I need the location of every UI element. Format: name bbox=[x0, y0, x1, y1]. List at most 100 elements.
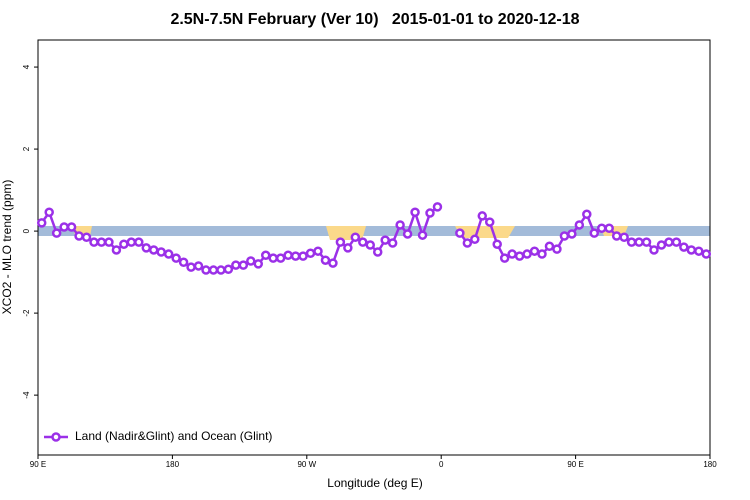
point bbox=[134, 237, 144, 247]
point bbox=[641, 237, 652, 247]
point bbox=[193, 261, 204, 271]
point bbox=[343, 243, 353, 253]
x-tick-label: 90 E bbox=[567, 460, 583, 469]
point bbox=[268, 253, 278, 263]
point bbox=[283, 250, 293, 261]
point bbox=[402, 229, 413, 239]
point bbox=[186, 262, 196, 272]
y-tick-label: 4 bbox=[22, 64, 31, 69]
point bbox=[387, 238, 398, 248]
point bbox=[470, 234, 480, 245]
point bbox=[596, 223, 607, 233]
point bbox=[529, 246, 540, 256]
x-axis-label: Longitude (deg E) bbox=[327, 476, 422, 490]
point bbox=[455, 228, 465, 238]
point bbox=[671, 237, 682, 247]
point bbox=[89, 237, 99, 247]
point bbox=[462, 238, 473, 248]
point bbox=[141, 243, 152, 253]
point bbox=[626, 237, 637, 247]
point bbox=[96, 237, 107, 247]
legend-label: Land (Nadir&Glint) and Ocean (Glint) bbox=[75, 429, 272, 443]
y-tick-label: -4 bbox=[22, 391, 31, 399]
point bbox=[686, 245, 697, 255]
y-tick-label: 2 bbox=[22, 146, 31, 151]
point bbox=[484, 217, 495, 227]
point bbox=[320, 255, 331, 265]
y-axis-label: XCO2 - MLO trend (ppm) bbox=[0, 180, 14, 315]
x-tick-label: 0 bbox=[439, 460, 444, 469]
point bbox=[544, 241, 555, 252]
point bbox=[178, 257, 189, 268]
point bbox=[253, 259, 264, 269]
point bbox=[350, 232, 361, 242]
point bbox=[417, 230, 428, 240]
point bbox=[410, 207, 420, 217]
point bbox=[66, 222, 77, 232]
point bbox=[156, 247, 166, 257]
point bbox=[492, 239, 502, 249]
point bbox=[395, 220, 405, 230]
plot-frame bbox=[37, 39, 711, 456]
point bbox=[522, 249, 532, 259]
point bbox=[552, 244, 562, 254]
point bbox=[611, 231, 622, 241]
point bbox=[649, 245, 659, 255]
point bbox=[664, 237, 674, 247]
y-tick-label: -2 bbox=[22, 309, 31, 317]
point bbox=[275, 253, 286, 263]
land-patches bbox=[72, 226, 628, 240]
x-tick-label: 90 E bbox=[30, 460, 46, 469]
point bbox=[201, 265, 211, 275]
point bbox=[537, 249, 547, 259]
point bbox=[231, 260, 241, 270]
point bbox=[148, 245, 159, 255]
y-tick-label: 0 bbox=[22, 228, 31, 233]
point bbox=[679, 242, 689, 252]
point bbox=[372, 247, 383, 257]
point bbox=[44, 207, 54, 217]
x-tick-label: 180 bbox=[703, 460, 717, 469]
point bbox=[223, 264, 234, 274]
point bbox=[305, 248, 316, 258]
point bbox=[432, 202, 443, 212]
point bbox=[328, 258, 338, 268]
point bbox=[260, 250, 271, 261]
point bbox=[59, 222, 69, 232]
point bbox=[313, 246, 323, 256]
point bbox=[507, 249, 517, 259]
point bbox=[619, 232, 629, 242]
point bbox=[365, 240, 376, 250]
point bbox=[104, 237, 114, 247]
point bbox=[208, 265, 219, 275]
point bbox=[335, 237, 346, 247]
point bbox=[567, 229, 577, 239]
point bbox=[477, 211, 488, 221]
point bbox=[582, 209, 592, 220]
point bbox=[589, 228, 600, 238]
point bbox=[126, 237, 137, 247]
point bbox=[111, 245, 122, 255]
point bbox=[298, 251, 308, 261]
point bbox=[119, 239, 129, 249]
point bbox=[216, 265, 226, 275]
point bbox=[246, 256, 256, 266]
point bbox=[163, 249, 174, 259]
point bbox=[514, 251, 525, 261]
point bbox=[425, 208, 435, 218]
point bbox=[574, 220, 585, 230]
point bbox=[499, 253, 510, 263]
ocean-band bbox=[38, 226, 710, 236]
point bbox=[36, 218, 47, 228]
chart-title: 2.5N-7.5N February (Ver 10) 2015-01-01 t… bbox=[170, 11, 579, 28]
point bbox=[171, 253, 181, 263]
point bbox=[380, 235, 390, 245]
point bbox=[656, 240, 667, 250]
point bbox=[74, 231, 84, 241]
x-tick-label: 90 W bbox=[297, 460, 316, 469]
point bbox=[634, 237, 644, 247]
point bbox=[604, 223, 614, 233]
point bbox=[559, 231, 570, 241]
point bbox=[81, 232, 92, 242]
